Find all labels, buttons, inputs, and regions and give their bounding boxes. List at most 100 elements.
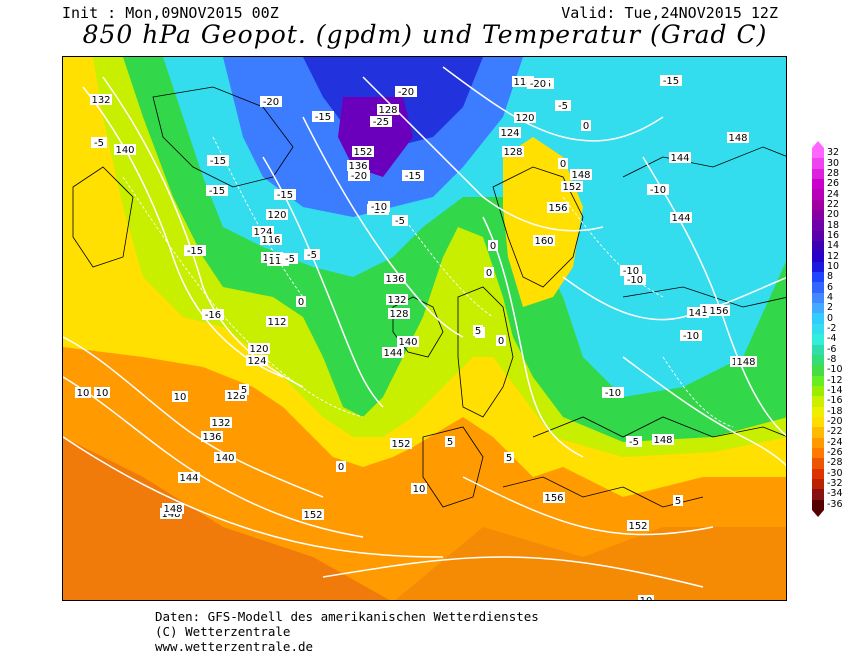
- isoline-label: 10: [413, 484, 426, 495]
- isoline-label: 0: [498, 336, 504, 347]
- scale-label: -28: [827, 457, 843, 469]
- isoline-label-bg: [673, 495, 683, 506]
- isoline-label: -10: [627, 275, 643, 286]
- isoline-label-bg: [206, 185, 228, 196]
- scale-label: 2: [827, 302, 834, 314]
- isoline-label: 5: [675, 496, 681, 507]
- scale-label: 24: [827, 188, 840, 200]
- isoline-label: -15: [210, 156, 226, 167]
- isoline-label: 128: [389, 309, 408, 320]
- scale-label: -34: [827, 488, 843, 500]
- isoline-label-bg: [296, 296, 306, 307]
- isoline-label: 156: [548, 203, 567, 214]
- isoline-label: 124: [247, 356, 266, 367]
- isoline-label-bg: [207, 155, 229, 166]
- scale-swatch: [812, 437, 824, 449]
- scale-label: 14: [827, 240, 840, 252]
- scale-swatch: [812, 230, 824, 242]
- isoline-label: 148: [163, 504, 182, 515]
- isoline-label: -20: [263, 97, 279, 108]
- isoline-label-bg: [533, 235, 555, 246]
- isoline-label: -20: [398, 87, 414, 98]
- scale-label: -14: [827, 385, 843, 397]
- isoline-label: 152: [353, 147, 372, 158]
- isoline-label: 0: [583, 121, 589, 132]
- scale-swatch: [812, 210, 824, 221]
- scale-label: 30: [827, 157, 840, 169]
- scale-swatch: [812, 489, 824, 501]
- isoline-label: 144: [383, 348, 402, 359]
- isoline-label: 156: [544, 493, 563, 504]
- isoline-label-bg: [304, 249, 320, 260]
- isoline-label-bg: [184, 245, 206, 256]
- footer-copyright: (C) Wetterzentrale: [155, 624, 291, 639]
- isoline-label-bg: [239, 384, 249, 395]
- isoline-label-bg: [347, 160, 369, 171]
- scale-label: 0: [827, 312, 834, 324]
- scale-label: 10: [827, 260, 840, 272]
- isoline-label-bg: [660, 75, 682, 86]
- isoline-label-bg: [266, 209, 288, 220]
- scale-swatch: [812, 458, 824, 470]
- scale-swatch: [812, 189, 824, 201]
- isoline-label-bg: [626, 436, 642, 447]
- isoline-label-bg: [260, 96, 282, 107]
- isoline-label-bg: [624, 274, 646, 285]
- scale-label: -18: [827, 405, 843, 417]
- isoline-label-bg: [735, 356, 757, 367]
- isoline-label: 128: [378, 105, 397, 116]
- isoline-label-bg: [570, 169, 592, 180]
- isoline-label: 132: [91, 95, 110, 106]
- scale-swatch: [812, 354, 824, 366]
- scale-swatch: [812, 427, 824, 439]
- scale-swatch: [812, 303, 824, 314]
- isoline-label-bg: [377, 104, 399, 115]
- isoline-label-bg: [488, 240, 498, 251]
- isoline-label-bg: [282, 253, 298, 264]
- scale-swatch: [812, 396, 824, 408]
- isoline-label: 140: [115, 145, 134, 156]
- scale-label: 8: [827, 271, 834, 283]
- isoline-label: -10: [683, 331, 699, 342]
- isoline-label-bg: [252, 226, 274, 237]
- map-canvas: 1321401481241201161121121201241281321361…: [63, 57, 786, 601]
- isoline-label: 152: [628, 521, 647, 532]
- scale-label: -8: [827, 354, 837, 366]
- isoline-label-bg: [555, 100, 571, 111]
- isoline-label-bg: [91, 137, 107, 148]
- isoline-label: 148: [728, 133, 747, 144]
- isoline-label-bg: [547, 202, 569, 213]
- isoline-label: -5: [629, 437, 639, 448]
- scale-label: 20: [827, 209, 840, 221]
- isoline-label: 136: [348, 161, 367, 172]
- isoline-label: -15: [315, 112, 331, 123]
- coastlines: [72, 86, 786, 508]
- isoline-label: -15: [663, 76, 679, 87]
- isoline-label: 10: [640, 596, 653, 601]
- isoline-label: 140: [688, 308, 707, 319]
- isoline-label-bg: [670, 212, 692, 223]
- isoline-label-bg: [627, 520, 649, 531]
- footer-data-source: Daten: GFS-Modell des amerikanischen Wet…: [155, 609, 539, 624]
- scale-label: 32: [827, 147, 840, 159]
- isoline-label-bg: [368, 201, 390, 212]
- isoline-label-bg: [527, 78, 549, 89]
- temperature-isolines: [122, 136, 734, 428]
- isoline-label-bg: [312, 111, 334, 122]
- isoline-label-bg: [348, 170, 370, 181]
- isoline-label: 118: [513, 77, 532, 88]
- isoline-label-bg: [248, 343, 270, 354]
- isoline-label: 5: [447, 437, 453, 448]
- isoline-label-bg: [496, 335, 506, 346]
- isoline-label-bg: [90, 94, 112, 105]
- scale-label: 16: [827, 229, 840, 241]
- isoline-label: -15: [405, 171, 421, 182]
- scale-swatch: [812, 168, 824, 180]
- isoline-label-bg: [602, 387, 624, 398]
- isoline-label: 148: [653, 435, 672, 446]
- scale-swatch: [812, 199, 824, 211]
- isoline-label-bg: [75, 387, 91, 398]
- scale-swatch: [812, 323, 824, 335]
- isoline-label: -20: [351, 171, 367, 182]
- chart-title: 850 hPa Geopot. (gpdm) und Temperatur (G…: [82, 20, 768, 49]
